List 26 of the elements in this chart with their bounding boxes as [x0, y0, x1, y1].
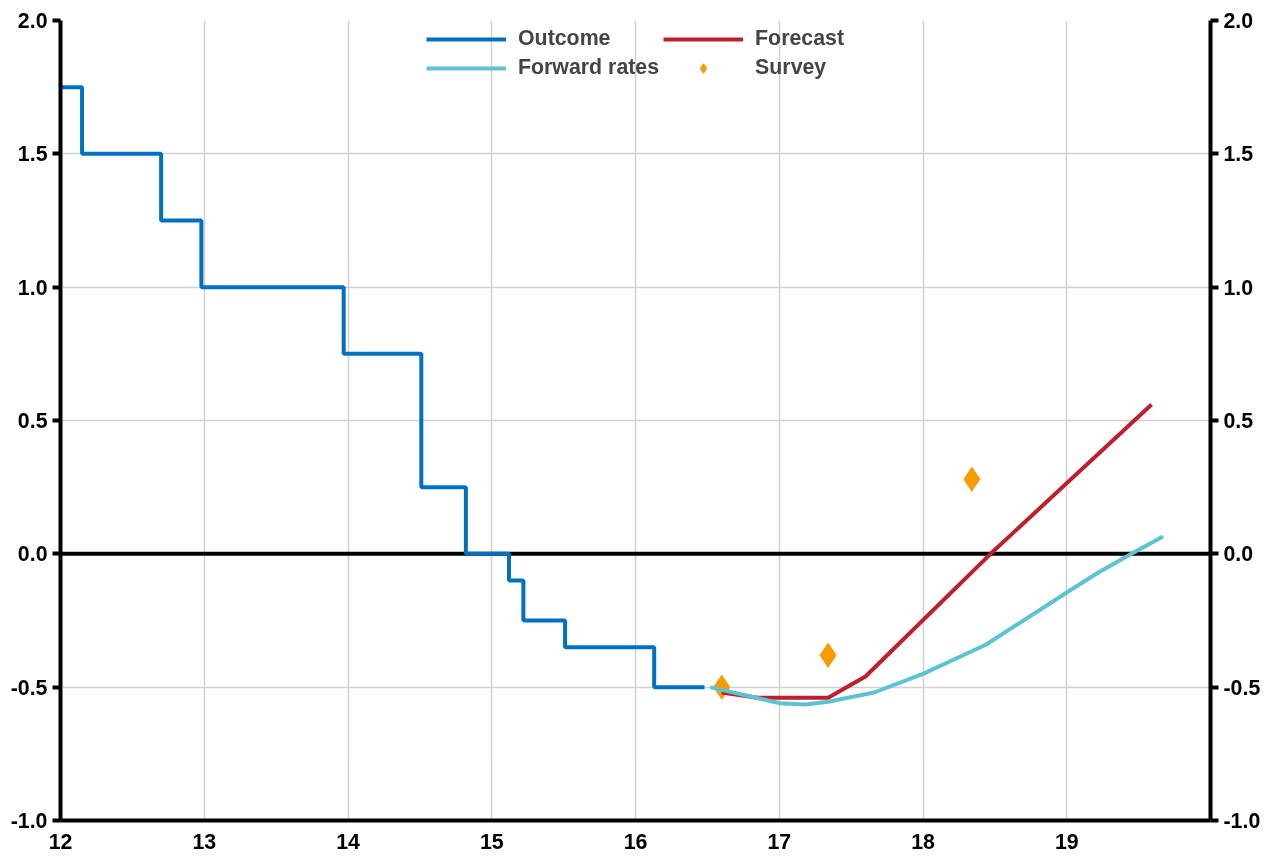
- y2-tick-label: 0.0: [1223, 542, 1254, 567]
- y-tick-label: 1.0: [17, 275, 48, 300]
- legend-label: Outcome: [518, 26, 611, 51]
- x-tick-label: 13: [192, 829, 217, 854]
- x-tick-label: 12: [48, 829, 73, 854]
- y-tick-label: 2.0: [17, 9, 48, 33]
- legend-label: Forecast: [755, 26, 844, 51]
- y2-tick-label: 0.5: [1223, 409, 1254, 433]
- x-tick-label: 14: [336, 829, 360, 854]
- x-tick-label: 17: [767, 829, 792, 854]
- x-tick-label: 19: [1054, 829, 1079, 854]
- x-tick-label: 15: [479, 829, 504, 854]
- y2-tick-label: 2.0: [1223, 9, 1254, 33]
- x-tick-label: 18: [911, 829, 935, 854]
- y-tick-label: 0.0: [17, 542, 48, 567]
- y2-tick-label: -1.0: [1223, 809, 1261, 833]
- legend-label: Forward rates: [518, 55, 660, 80]
- y-tick-label: -1.0: [10, 809, 48, 833]
- y2-tick-label: 1.0: [1223, 275, 1254, 300]
- y-tick-label: 1.5: [17, 142, 48, 167]
- y-tick-label: -0.5: [10, 675, 48, 700]
- y2-tick-label: 1.5: [1223, 142, 1254, 167]
- y2-tick-label: -0.5: [1223, 675, 1261, 700]
- y-tick-label: 0.5: [17, 409, 48, 433]
- x-tick-label: 16: [623, 829, 648, 854]
- legend-label: Survey: [755, 55, 827, 80]
